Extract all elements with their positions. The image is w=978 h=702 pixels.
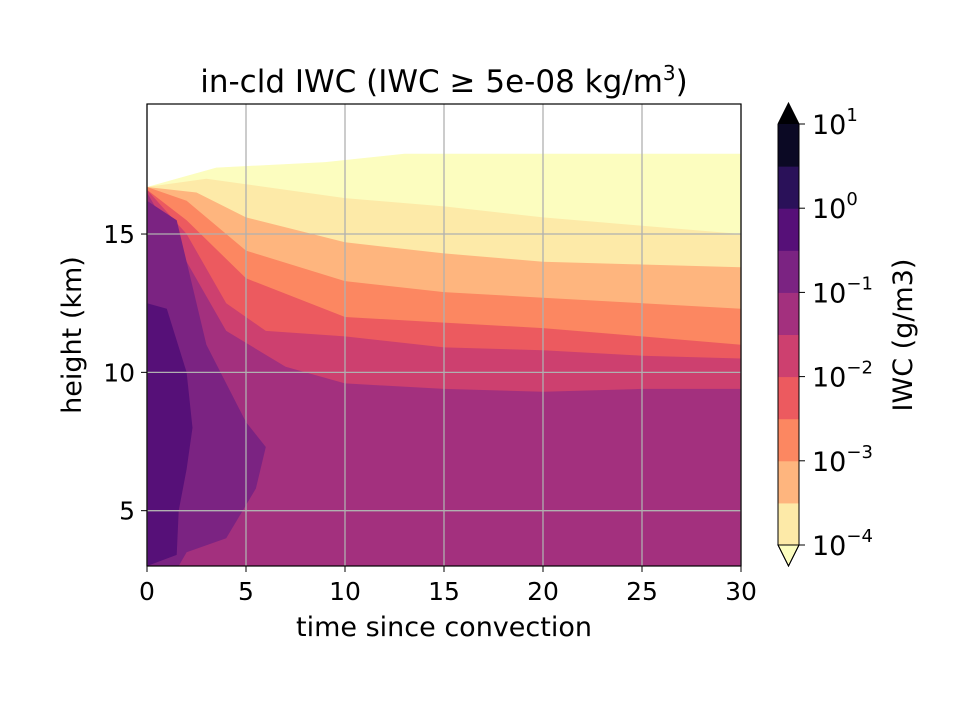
colorbar-tick-label: 10−4: [812, 526, 873, 562]
y-axis-label: height (km): [57, 256, 88, 414]
x-tick-label: 20: [527, 577, 559, 606]
colorbar-tick-label: 101: [812, 105, 858, 141]
colorbar-segment: [778, 166, 799, 209]
x-tick-label: 0: [139, 577, 155, 606]
chart-title: in-cld IWC (IWC ≥ 5e-08 kg/m3): [200, 61, 688, 100]
colorbar-tick-label: 10−1: [812, 273, 873, 309]
colorbar-segment: [778, 502, 799, 546]
colorbar-extend-over: [778, 103, 799, 124]
colorbar-tick-label: 100: [812, 189, 858, 225]
colorbar-segment: [778, 250, 799, 293]
colorbar-segment: [778, 334, 799, 378]
plot-area: 0 5 10 15 20 25 30 5 10 15: [103, 103, 757, 606]
colorbar-segment: [778, 124, 799, 167]
colorbar-tick-label: 10−3: [812, 442, 873, 478]
contour-band-6: [147, 192, 741, 566]
y-tick-label: 5: [119, 497, 135, 526]
colorbar-segment: [778, 208, 799, 251]
x-tick-label: 30: [725, 577, 757, 606]
x-tick-label: 5: [238, 577, 254, 606]
x-axis-label: time since convection: [296, 612, 592, 643]
colorbar-tick-label: 10−2: [812, 358, 873, 394]
colorbar-segment: [778, 292, 799, 336]
x-tick-label: 15: [428, 577, 460, 606]
colorbar-extend-under: [777, 544, 800, 568]
colorbar-segment: [778, 418, 799, 462]
contour-band-8: [147, 303, 193, 566]
colorbar-label: IWC (g/m3): [888, 259, 919, 412]
colorbar-segment: [778, 460, 799, 504]
x-tick-label: 25: [626, 577, 658, 606]
colorbar: 101 100 10−1 10−2 10−3 10−4: [777, 101, 873, 568]
y-tick-label: 10: [103, 358, 135, 387]
x-tick-label: 10: [329, 577, 361, 606]
colorbar-segment: [778, 376, 799, 420]
y-tick-label: 15: [103, 220, 135, 249]
